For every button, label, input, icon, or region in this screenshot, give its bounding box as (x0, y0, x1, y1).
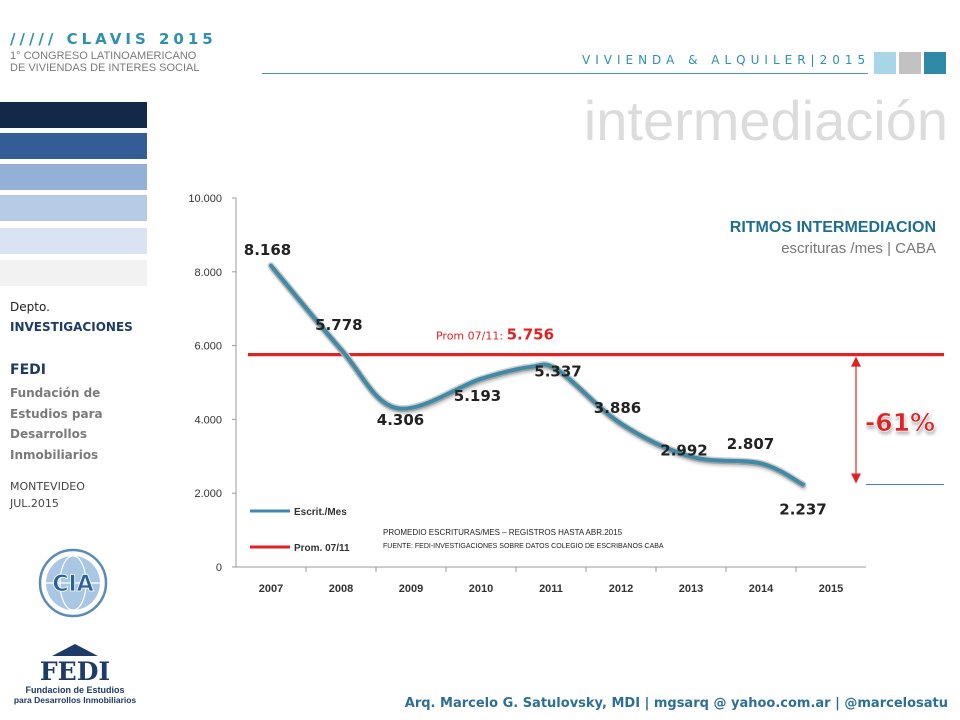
sidebar-depto-label: Depto. (10, 300, 50, 314)
sidebar-city: MONTEVIDEO (10, 480, 85, 493)
brand-title: ///// CLAVIS 2015 (10, 30, 217, 48)
page-title: intermediación (583, 89, 948, 152)
chart-subtitle: escrituras /mes | CABA (781, 240, 936, 257)
fedi-logo-title: FEDI (40, 657, 110, 686)
series-line-escrituras (269, 263, 805, 487)
data-label: 2.807 (727, 435, 774, 453)
legend-label-promedio: Prom. 07/11 (294, 543, 350, 554)
header-divider (262, 73, 868, 74)
average-annotation: Prom 07/11: 5.756 (436, 326, 554, 344)
cia-logo: CIA (38, 548, 108, 618)
chart-note-average: PROMEDIO ESCRITURAS/MES – REGISTROS HAST… (383, 528, 623, 537)
congress-line-1: 1° CONGRESO LATINOAMERICANO (10, 50, 197, 62)
cia-logo-text: CIA (52, 572, 93, 597)
fedi-logo: FEDI Fundacion de Estudios para Desarrol… (14, 644, 137, 705)
sidebar-band-4 (0, 195, 147, 221)
congress-line-2: DE VIVIENDAS DE INTERES SOCIAL (10, 62, 200, 74)
sidebar-org-short: FEDI (10, 362, 46, 378)
x-tick-label: 2008 (329, 583, 353, 595)
topic-heading: VIVIENDA & ALQUILER|2015 (582, 53, 871, 67)
org-desc-line: Inmobiliarios (10, 447, 99, 462)
data-label: 2.237 (779, 501, 826, 519)
sidebar-dept-name: INVESTIGACIONES (10, 320, 133, 334)
x-tick-label: 2013 (679, 583, 703, 595)
chart-title: RITMOS INTERMEDIACION (730, 219, 936, 236)
sidebar-org-description: Fundación de Estudios para Desarrollos I… (10, 383, 145, 465)
org-desc-line: Estudios para (10, 406, 103, 421)
x-tick-label: 2012 (609, 583, 633, 595)
data-label: 5.337 (534, 363, 581, 381)
sidebar-band-3 (0, 164, 147, 190)
fedi-logo-roof (52, 644, 98, 656)
change-arrow-head-top (851, 356, 861, 367)
sidebar-date: JUL.2015 (10, 497, 59, 510)
y-tick-label: 2.000 (194, 488, 222, 500)
y-tick-label: 0 (216, 562, 222, 574)
fedi-logo-sub1: Fundacion de Estudios (25, 685, 124, 695)
header-square-3 (924, 52, 946, 74)
change-annotation: -61% (865, 408, 935, 437)
y-tick-label: 4.000 (194, 414, 222, 426)
y-tick-label: 8.000 (194, 267, 222, 279)
y-tick-label: 6.000 (194, 341, 222, 353)
header-square-1 (874, 52, 896, 74)
y-tick-label: 10.000 (188, 193, 222, 205)
change-arrow-head-bottom (851, 473, 861, 484)
header-square-2 (899, 52, 921, 74)
fedi-logo-sub2: para Desarrollos Inmobiliarios (14, 695, 137, 705)
x-tick-label: 2009 (399, 583, 423, 595)
x-tick-label: 2010 (469, 583, 493, 595)
footer-credit: Arq. Marcelo G. Satulovsky, MDI | mgsarq… (404, 696, 948, 711)
sidebar-band-2 (0, 133, 147, 159)
data-label: 3.886 (594, 399, 641, 417)
org-desc-line: Desarrollos (10, 427, 88, 441)
data-label: 4.306 (377, 411, 424, 429)
sidebar-band-1 (0, 102, 147, 128)
chart-note-source: FUENTE: FEDI-INVESTIGACIONES SOBRE DATOS… (383, 543, 664, 550)
sidebar-band-6 (0, 260, 147, 286)
legend-label-escrituras: Escrit./Mes (294, 507, 347, 518)
x-tick-label: 2007 (259, 583, 283, 595)
data-label: 5.193 (454, 387, 501, 405)
x-tick-label: 2011 (539, 583, 563, 595)
data-label: 8.168 (244, 241, 291, 259)
org-desc-line: Fundación de (10, 386, 101, 400)
average-annotation-prefix: Prom 07/11: (436, 330, 507, 343)
x-tick-label: 2014 (749, 583, 774, 595)
data-label: 2.992 (660, 442, 707, 460)
average-annotation-value: 5.756 (507, 326, 554, 344)
x-tick-label: 2015 (819, 583, 843, 595)
data-label: 5.778 (315, 316, 362, 334)
sidebar-band-5 (0, 228, 147, 254)
